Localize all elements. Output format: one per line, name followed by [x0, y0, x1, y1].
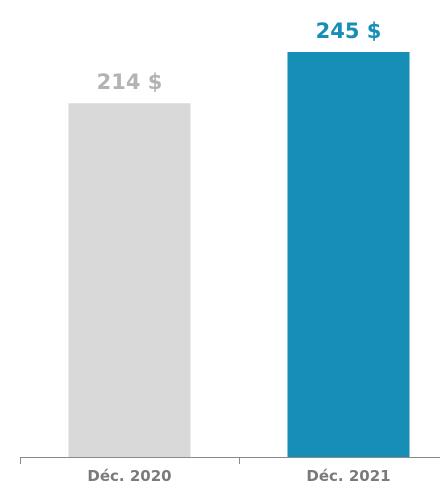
value-label-2: 245 $: [316, 19, 382, 43]
bar-2: [287, 52, 410, 457]
x-tick-label-1: Déc. 2020: [87, 467, 171, 485]
x-tick-label-2: Déc. 2021: [306, 467, 390, 485]
x-axis-ticks-group: [20, 457, 240, 464]
value-labels-group: 214 $ 245 $: [97, 19, 382, 94]
bars-group: [68, 52, 410, 457]
value-label-1: 214 $: [97, 70, 163, 94]
bar-1: [68, 103, 191, 457]
x-axis-tick-labels-group: Déc. 2020 Déc. 2021: [87, 467, 390, 485]
